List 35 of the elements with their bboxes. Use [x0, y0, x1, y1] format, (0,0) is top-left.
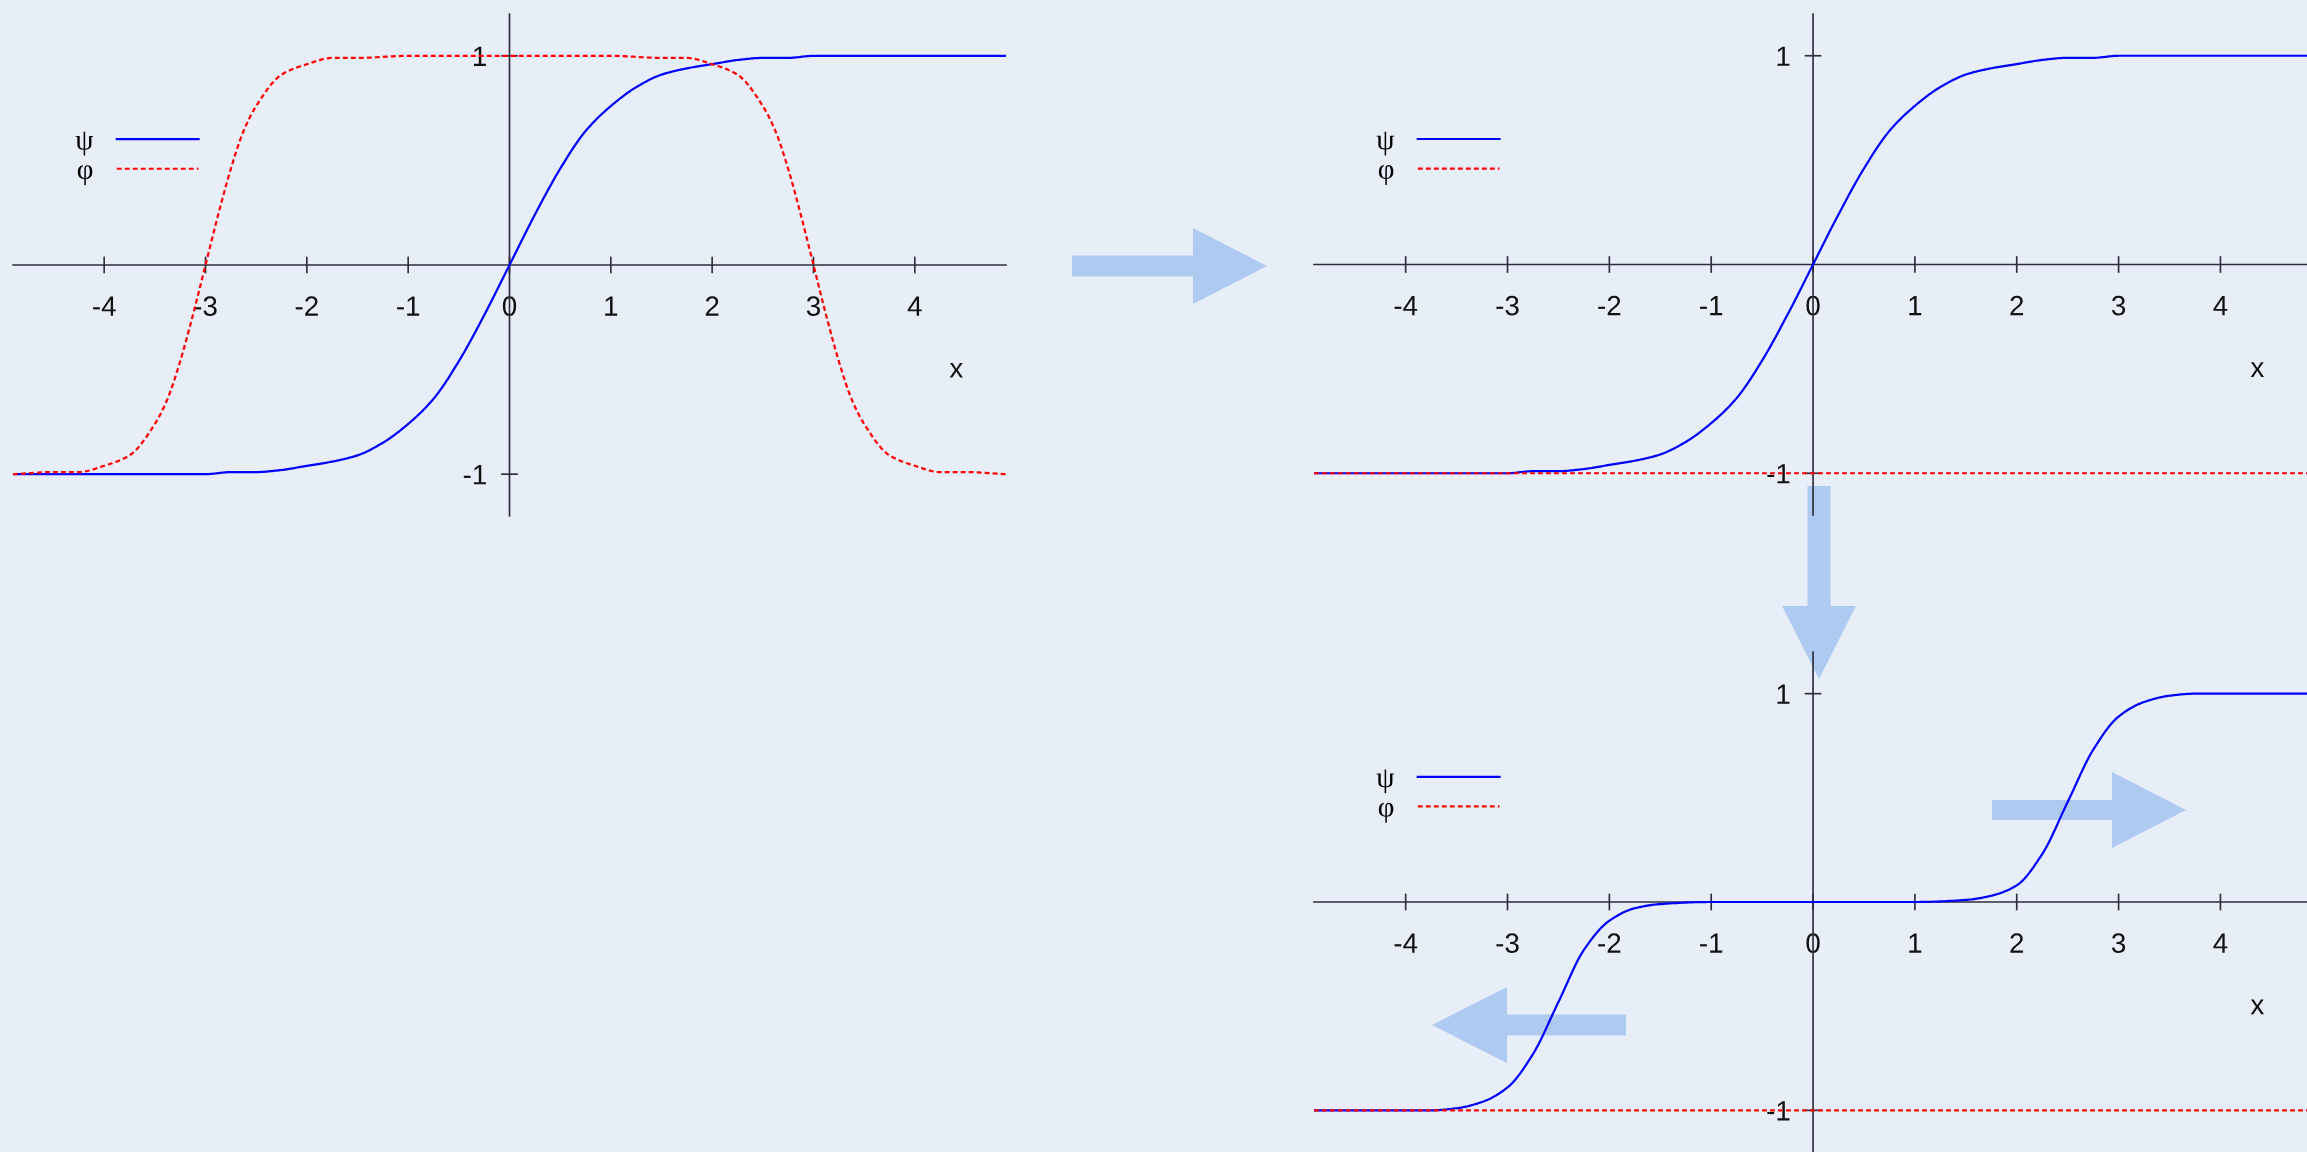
legend-label: φ [77, 165, 93, 186]
x-tick-label: -4 [1394, 296, 1418, 316]
x-tick-label: -3 [1496, 933, 1519, 953]
x-tick-label: -4 [1394, 933, 1418, 953]
y-tick-label: 1 [1777, 46, 1790, 66]
legend-label: φ [1378, 164, 1394, 185]
x-tick-label: 4 [2213, 296, 2228, 316]
x-tick-label: 4 [2213, 933, 2228, 953]
x-tick-label: 4 [907, 296, 922, 316]
x-axis-title: x [949, 362, 963, 378]
y-tick-label: 1 [1777, 684, 1790, 704]
x-tick-label: 1 [605, 296, 618, 316]
x-tick-label: 3 [806, 296, 820, 316]
x-tick-label: -1 [397, 296, 420, 316]
legend-label: ψ [1376, 769, 1395, 794]
x-axis-title: x [2250, 999, 2264, 1015]
x-tick-label: 3 [2111, 295, 2126, 316]
x-axis-title: x [2250, 362, 2264, 377]
x-tick-label: -1 [1700, 296, 1723, 316]
x-tick-label: -2 [295, 296, 318, 316]
x-tick-label: -1 [1700, 933, 1723, 953]
x-tick-label: 1 [1909, 933, 1922, 953]
legend-label: φ [1378, 802, 1394, 823]
legend-label: ψ [75, 131, 94, 156]
x-tick-label: -3 [194, 296, 217, 316]
x-tick-label: 3 [2111, 933, 2126, 953]
x-tick-label: -4 [93, 296, 116, 316]
x-tick-label: 1 [1909, 296, 1922, 316]
x-tick-label: 2 [2010, 933, 2024, 953]
x-tick-label: 2 [705, 296, 719, 316]
legend-label: ψ [1376, 131, 1395, 156]
x-tick-label: -2 [1598, 933, 1621, 953]
x-tick-label: 2 [2010, 295, 2024, 316]
x-tick-label: -2 [1598, 295, 1621, 316]
x-tick-label: -3 [1496, 295, 1519, 316]
